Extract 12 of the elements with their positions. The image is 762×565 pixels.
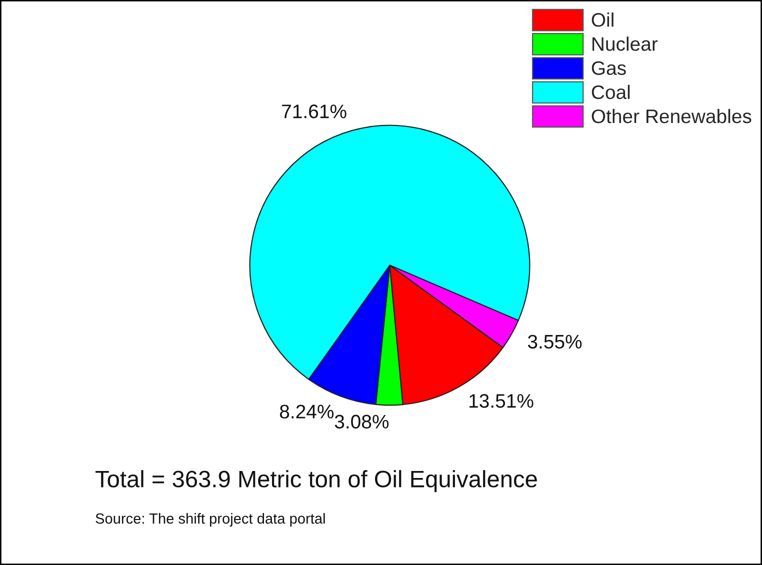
legend-label: Gas [592,61,626,75]
data-label: 3.08% [334,414,389,429]
legend-label: Coal [592,84,630,100]
data-label: 8.24% [280,404,334,418]
data-label: 3.55% [528,334,582,349]
legend-label: Oil [592,12,614,27]
legend-label: Nuclear [592,36,658,51]
source-note: Source: The shift project data portal [96,513,325,527]
data-label: 13.51% [470,394,534,408]
legend-label: Other Renewables [592,108,752,124]
text: Total = 363.9 Metric ton of Oil Equivalence [96,470,537,492]
data-label: 71.61% [282,104,346,118]
